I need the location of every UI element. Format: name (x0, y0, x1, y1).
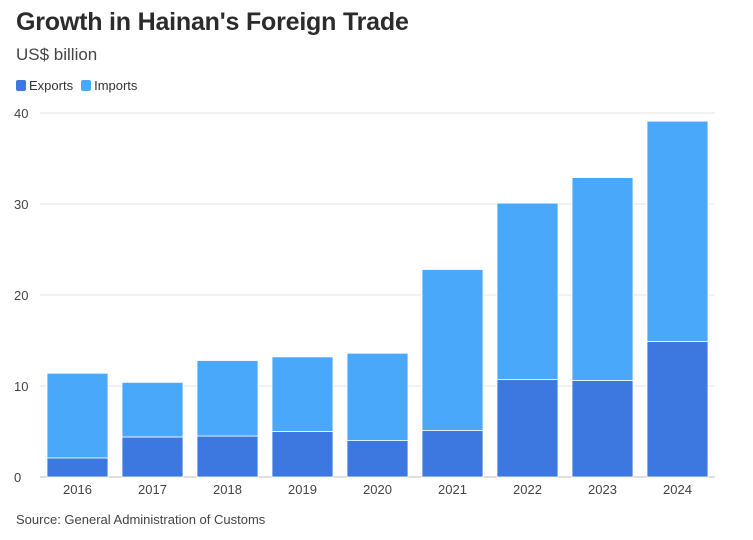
y-tick-label: 0 (14, 470, 21, 485)
x-tick-label: 2023 (588, 482, 617, 497)
legend-item-exports: Exports (16, 78, 73, 93)
bar-exports-2016 (46, 457, 109, 478)
bar-imports-2022 (496, 202, 559, 381)
source-note: Source: General Administration of Custom… (16, 512, 266, 527)
legend-item-imports: Imports (81, 78, 137, 93)
x-tick-label: 2021 (438, 482, 467, 497)
y-tick-label: 30 (14, 197, 28, 212)
legend-label-exports: Exports (29, 78, 74, 93)
x-tick-label: 2017 (138, 482, 167, 497)
bar-imports-2024 (646, 120, 709, 342)
chart-subtitle: US$ billion (16, 45, 98, 64)
legend: Exports Imports (16, 78, 137, 93)
bar-exports-2020 (346, 440, 409, 478)
x-tick-label: 2022 (513, 482, 542, 497)
x-tick-label: 2020 (363, 482, 392, 497)
x-tick-label: 2024 (663, 482, 692, 497)
legend-label-imports: Imports (94, 78, 138, 93)
y-tick-label: 10 (14, 379, 28, 394)
chart-title: Growth in Hainan's Foreign Trade (16, 8, 409, 36)
bar-imports-2019 (271, 356, 334, 432)
y-tick-label: 40 (14, 106, 28, 121)
bar-imports-2016 (46, 372, 109, 459)
bar-imports-2023 (571, 177, 634, 381)
bar-exports-2021 (421, 430, 484, 478)
bar-imports-2020 (346, 352, 409, 441)
bar-imports-2021 (421, 269, 484, 431)
bar-imports-2017 (121, 381, 184, 438)
bar-exports-2023 (571, 380, 634, 478)
y-tick-label: 20 (14, 288, 28, 303)
legend-swatch-imports (81, 80, 92, 91)
x-tick-label: 2016 (63, 482, 92, 497)
bar-exports-2024 (646, 341, 709, 478)
bar-exports-2022 (496, 379, 559, 478)
x-tick-label: 2018 (213, 482, 242, 497)
bar-exports-2018 (196, 435, 259, 478)
bar-imports-2018 (196, 360, 259, 437)
x-tick-label: 2019 (288, 482, 317, 497)
bar-exports-2019 (271, 431, 334, 478)
bar-exports-2017 (121, 436, 184, 478)
legend-swatch-exports (16, 80, 26, 91)
